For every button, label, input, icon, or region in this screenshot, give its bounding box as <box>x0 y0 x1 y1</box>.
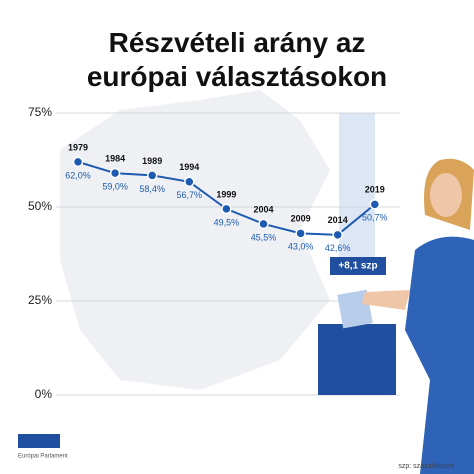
y-tick-label: 0% <box>35 387 53 401</box>
year-label: 1979 <box>68 142 88 152</box>
value-label: 62,0% <box>65 170 91 180</box>
data-point <box>221 203 232 215</box>
value-label: 56,7% <box>177 190 203 200</box>
logo-mark <box>18 434 60 448</box>
ballot-box <box>318 324 396 395</box>
data-point <box>332 229 343 241</box>
map-background <box>60 90 330 390</box>
data-point <box>369 199 381 210</box>
data-point <box>184 176 195 188</box>
value-label: 42,6% <box>325 243 351 253</box>
value-label: 58,4% <box>139 184 165 194</box>
data-point <box>258 218 269 230</box>
data-point <box>295 228 306 239</box>
year-label: 2014 <box>328 215 348 225</box>
year-label: 1989 <box>142 156 162 166</box>
value-label: 43,0% <box>288 242 314 252</box>
data-point <box>146 170 158 181</box>
footnote: szp: százalékpont <box>398 463 454 470</box>
y-tick-label: 25% <box>28 293 52 307</box>
y-tick-label: 50% <box>28 199 52 213</box>
year-label: 1999 <box>216 189 236 199</box>
face <box>430 173 462 217</box>
value-label: 49,5% <box>214 217 240 227</box>
highlight-column <box>339 113 375 273</box>
year-label: 2019 <box>365 185 385 195</box>
year-label: 2004 <box>253 204 273 214</box>
y-tick-label: 75% <box>28 105 52 119</box>
value-label: 50,7% <box>362 213 388 223</box>
year-label: 1994 <box>179 162 199 172</box>
data-point <box>72 156 84 168</box>
annotation: +8,1 szp <box>338 261 377 272</box>
value-label: 59,0% <box>102 182 128 192</box>
chart-title: Részvételi arány az európai választásoko… <box>86 27 388 92</box>
person-body <box>405 236 474 474</box>
data-point <box>109 167 121 179</box>
logo-text: Európai Parlament <box>18 454 68 460</box>
year-label: 1984 <box>105 154 125 164</box>
plot: 0% 25% 50% 75% 1979 62,0% 1984 59,0% 1989 58,4% 19… <box>28 105 400 401</box>
arm <box>362 290 410 310</box>
annotation-box <box>330 257 386 275</box>
value-label: 45,5% <box>251 232 277 242</box>
year-label: 2009 <box>291 214 311 224</box>
